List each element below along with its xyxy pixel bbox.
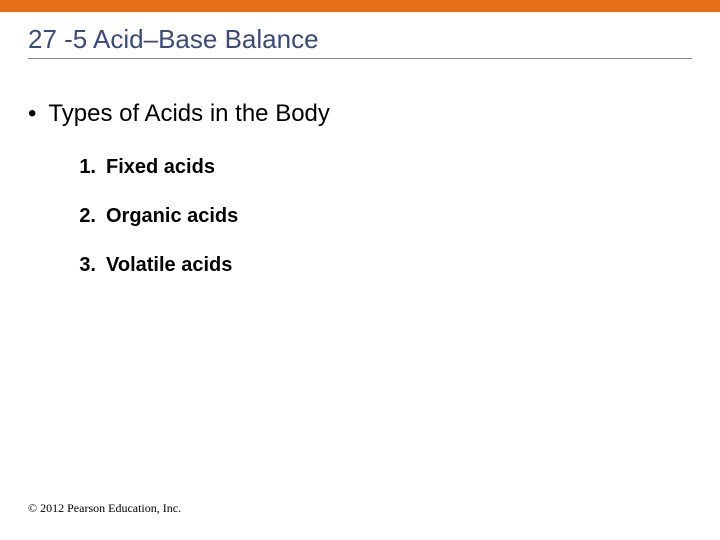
list-number: 1. <box>72 156 96 179</box>
list-number: 3. <box>72 254 96 277</box>
list-item: 3. Volatile acids <box>72 254 692 277</box>
copyright-text: © 2012 Pearson Education, Inc. <box>28 501 181 516</box>
bullet-text: Types of Acids in the Body <box>48 100 330 128</box>
bullet-marker: • <box>28 100 36 128</box>
slide-title: 27 -5 Acid–Base Balance <box>28 24 319 55</box>
list-text: Organic acids <box>106 205 238 228</box>
list-text: Fixed acids <box>106 156 215 179</box>
list-item: 1. Fixed acids <box>72 156 692 179</box>
list-text: Volatile acids <box>106 254 232 277</box>
slide-body: • Types of Acids in the Body 1. Fixed ac… <box>28 100 692 303</box>
slide: { "colors": { "accent": "#e86f1a", "titl… <box>0 0 720 540</box>
numbered-list: 1. Fixed acids 2. Organic acids 3. Volat… <box>72 156 692 277</box>
accent-top-bar <box>0 0 720 12</box>
bullet-item: • Types of Acids in the Body <box>28 100 692 128</box>
list-number: 2. <box>72 205 96 228</box>
title-underline <box>28 58 692 59</box>
list-item: 2. Organic acids <box>72 205 692 228</box>
